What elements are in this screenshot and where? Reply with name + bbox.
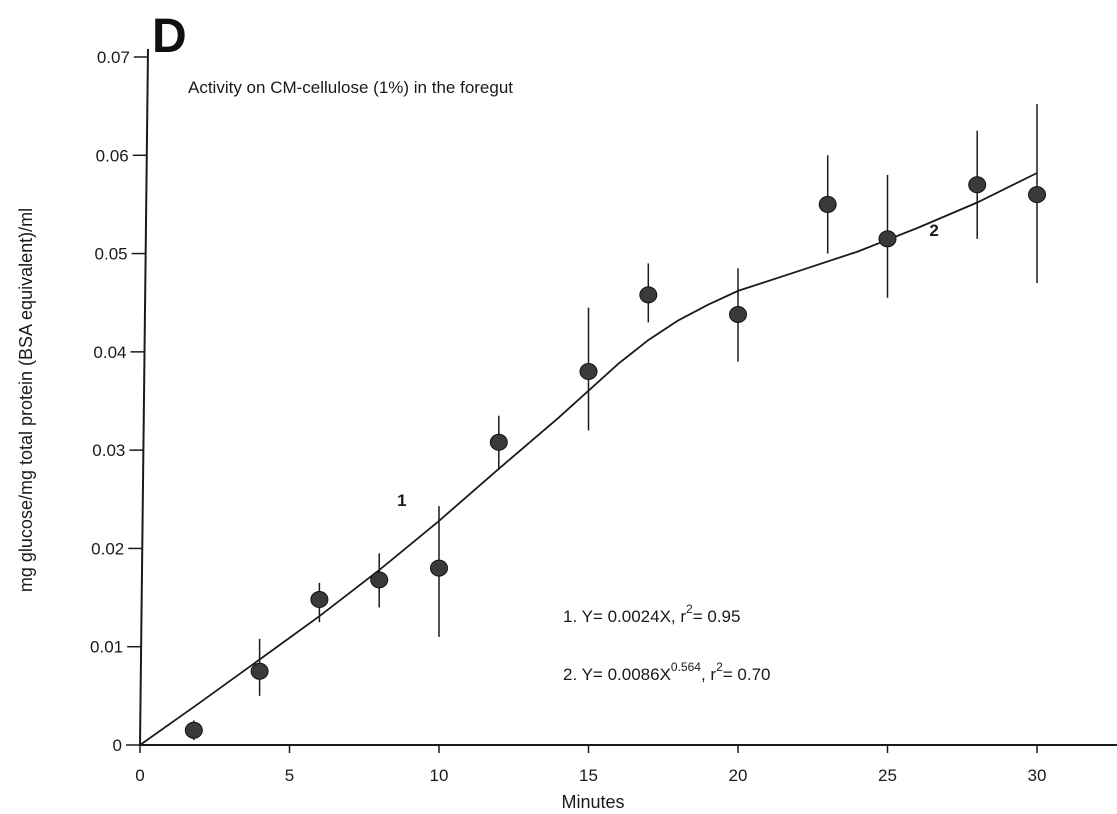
data-point bbox=[310, 591, 329, 609]
y-axis-label: mg glucose/mg total protein (BSA equival… bbox=[16, 208, 36, 592]
data-point bbox=[878, 230, 897, 248]
data-point bbox=[818, 195, 837, 213]
y-tick-label: 0.03 bbox=[92, 441, 125, 460]
data-point bbox=[729, 306, 747, 324]
curve-label: 1 bbox=[397, 491, 406, 510]
panel-label: D bbox=[152, 10, 187, 63]
data-point bbox=[370, 571, 389, 589]
fit-curves bbox=[139, 172, 1038, 746]
curve-labels: 12 bbox=[397, 221, 939, 510]
y-tick-label: 0.02 bbox=[91, 539, 124, 558]
data-point bbox=[968, 176, 987, 194]
fit-curve-line bbox=[139, 172, 1038, 746]
y-tick-label: 0.07 bbox=[97, 48, 130, 67]
equations: 1. Y= 0.0024X, r2= 0.95 2. Y= 0.0086X0.56… bbox=[563, 602, 771, 684]
chart-title: Activity on CM-cellulose (1%) in the for… bbox=[188, 78, 513, 97]
x-axis-label: Minutes bbox=[561, 792, 624, 812]
data-points bbox=[184, 104, 1046, 741]
x-tick-label: 15 bbox=[579, 766, 598, 785]
fit-equation: 2. Y= 0.0086X0.564, r2= 0.70 bbox=[563, 660, 771, 684]
axes: 0 5 10 15 20 25 30 0 0.01 0.02 0.03 0.04 0.05 0.06 0.0… bbox=[90, 48, 1117, 785]
x-tick-label: 10 bbox=[430, 766, 449, 785]
x-tick-label: 5 bbox=[285, 766, 294, 785]
data-point bbox=[250, 662, 269, 680]
data-point bbox=[639, 286, 658, 304]
y-tick-label: 0.04 bbox=[93, 343, 126, 362]
data-point bbox=[489, 433, 508, 451]
data-point bbox=[579, 363, 598, 381]
data-point bbox=[1028, 186, 1046, 204]
x-tick-label: 30 bbox=[1028, 766, 1047, 785]
curve-label: 2 bbox=[929, 221, 938, 240]
x-tick-label: 25 bbox=[878, 766, 897, 785]
data-point bbox=[430, 559, 448, 577]
x-tick-label: 20 bbox=[729, 766, 748, 785]
data-point bbox=[184, 721, 203, 739]
y-tick-label: 0 bbox=[113, 736, 122, 755]
fit-equation: 1. Y= 0.0024X, r2= 0.95 bbox=[563, 602, 740, 626]
x-tick-label: 0 bbox=[135, 766, 144, 785]
y-tick-label: 0.06 bbox=[96, 146, 129, 165]
y-tick-label: 0.01 bbox=[90, 638, 123, 657]
y-axis-line bbox=[139, 48, 149, 746]
y-tick-label: 0.05 bbox=[95, 245, 128, 264]
